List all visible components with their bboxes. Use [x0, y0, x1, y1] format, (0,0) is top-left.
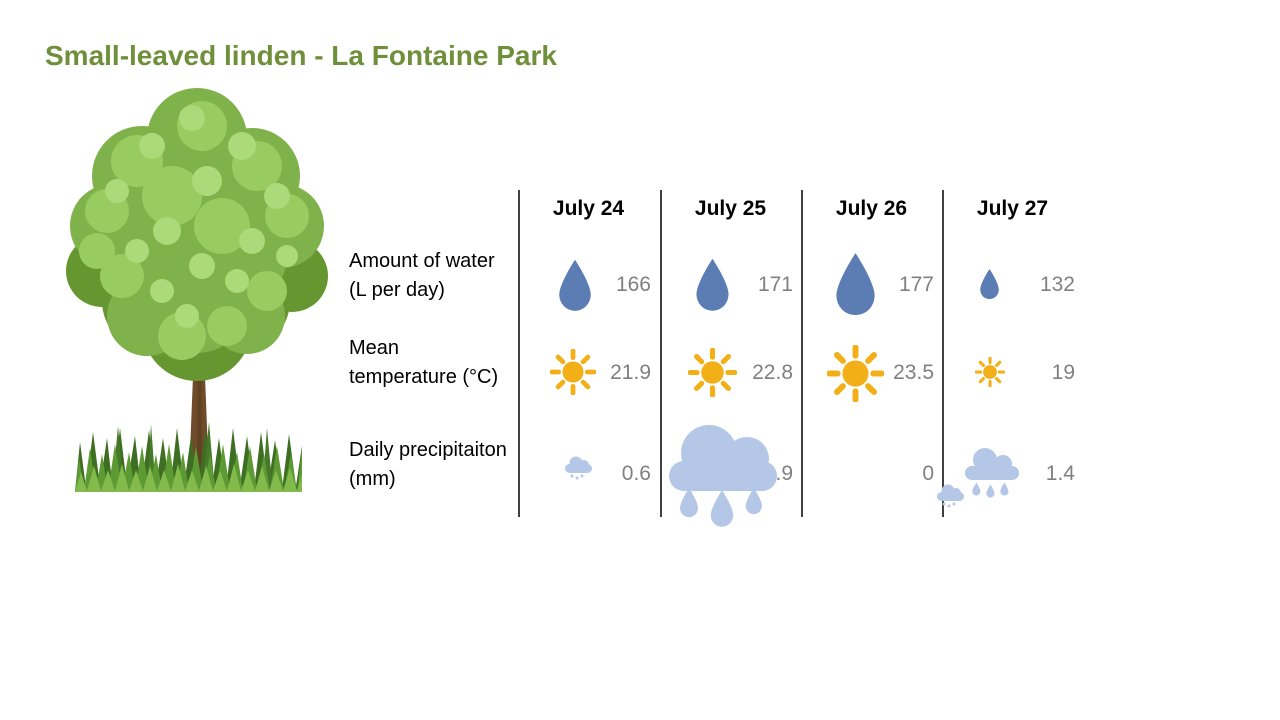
precipitation-value: 1.4 [1045, 462, 1075, 485]
temperature-value: 19 [1051, 361, 1075, 384]
row-label-temperature: Mean temperature (°C) [349, 334, 498, 392]
rain-cloud-icon [937, 484, 964, 508]
sun-icon [688, 348, 737, 397]
column-header-july-26: July 26 [835, 197, 908, 220]
row-label-water-line1: Amount of water [349, 250, 495, 272]
temperature-value: 23.5 [893, 361, 934, 384]
column-header-july-24: July 24 [552, 197, 625, 220]
water-value: 166 [615, 273, 651, 296]
table-divider [660, 190, 662, 517]
water-value: 177 [898, 273, 934, 296]
temperature-value: 21.9 [610, 361, 651, 384]
row-label-water: Amount of water (L per day) [349, 247, 495, 305]
sun-icon [550, 349, 596, 395]
rain-cloud-icon [669, 425, 777, 527]
row-label-precipitation: Daily precipitaiton (mm) [349, 436, 507, 494]
row-label-water-line2: (L per day) [349, 279, 445, 301]
grass [75, 422, 302, 492]
table-divider [518, 190, 520, 517]
water-value: 132 [1039, 273, 1075, 296]
column-header-july-27: July 27 [976, 197, 1049, 220]
column-header-july-25: July 25 [694, 197, 767, 220]
rain-cloud-icon [965, 448, 1019, 498]
table-divider [942, 190, 944, 517]
temperature-value: 22.8 [752, 361, 793, 384]
rain-cloud-icon [565, 456, 592, 480]
row-label-temperature-line1: Mean [349, 337, 400, 359]
sun-icon [827, 345, 884, 402]
row-label-temperature-line2: temperature (°C) [349, 366, 499, 388]
row-label-precipitation-line2: (mm) [349, 468, 396, 490]
row-label-precipitation-line1: Daily precipitaiton [349, 439, 507, 461]
precipitation-value: 0.6 [621, 462, 651, 485]
sun-icon [975, 357, 1005, 387]
water-value: 171 [757, 273, 793, 296]
table-divider [801, 190, 803, 517]
slide-title: Small-leaved linden - La Fontaine Park [45, 40, 557, 71]
linden-tree-photo [66, 88, 328, 492]
precipitation-value: 0 [922, 462, 934, 485]
